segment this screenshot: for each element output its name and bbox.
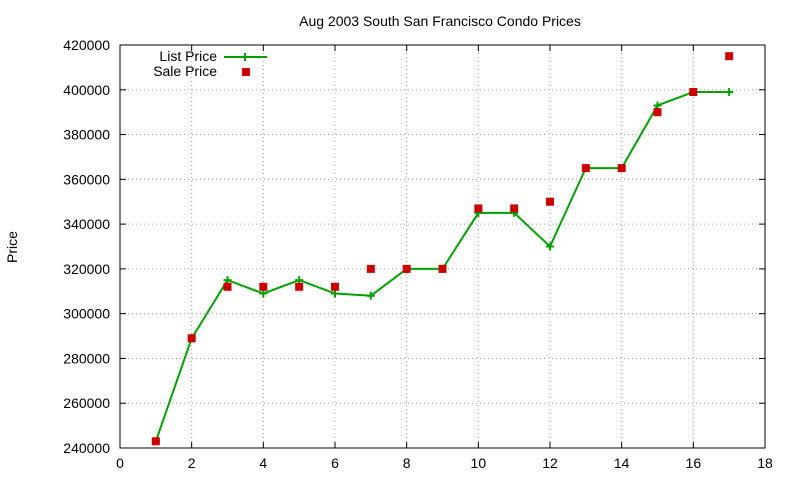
sale-price-point	[546, 197, 554, 206]
sale-price-point	[331, 282, 339, 291]
x-tick-label: 8	[403, 455, 411, 471]
y-tick-label: 260000	[63, 395, 110, 411]
sale-price-point	[617, 164, 626, 173]
y-tick-label: 320000	[63, 261, 110, 277]
sale-price-point	[151, 437, 160, 446]
x-tick-label: 0	[116, 455, 124, 471]
plot-frame	[119, 44, 766, 449]
list-price-point	[223, 276, 232, 285]
legend-marker-list-price	[241, 53, 249, 61]
chart-title: Aug 2003 South San Francisco Condo Price…	[299, 13, 581, 29]
list-price-point	[546, 242, 554, 251]
sale-price-point	[581, 164, 590, 173]
y-tick-label: 340000	[63, 216, 110, 232]
sale-price-point	[223, 282, 232, 291]
y-tick-label: 280000	[63, 350, 110, 366]
x-tick-label: 10	[471, 455, 487, 471]
sale-price-point	[510, 204, 519, 213]
y-tick-label: 400000	[63, 82, 110, 98]
series-layer	[151, 52, 734, 446]
y-tick-label: 420000	[63, 37, 110, 53]
sale-price-point	[653, 108, 662, 117]
y-tick-label: 240000	[63, 440, 110, 456]
x-tick-label: 16	[686, 455, 702, 471]
list-price-point	[295, 276, 304, 285]
list-price-point	[331, 289, 339, 298]
grid-lines	[120, 45, 765, 448]
y-tick-label: 300000	[63, 306, 110, 322]
list-price-point	[366, 291, 375, 300]
axis-ticks	[119, 44, 766, 449]
legend-label-sale-price: Sale Price	[153, 63, 217, 79]
list-price-point	[725, 88, 734, 97]
x-tick-label: 12	[542, 455, 558, 471]
y-tick-label: 360000	[63, 171, 110, 187]
sale-price-point	[295, 282, 304, 291]
sale-price-point	[438, 264, 447, 273]
legend-label-list-price: List Price	[159, 48, 217, 64]
legend-marker-sale-price	[242, 68, 250, 76]
list-price-point	[259, 289, 268, 298]
sale-price-point	[366, 264, 375, 273]
sale-price-point	[402, 264, 411, 273]
x-tick-label: 14	[614, 455, 630, 471]
x-tick-labels: 0 2 4 6 8 10 12 14 16 18	[116, 455, 773, 471]
sale-price-point	[474, 204, 483, 213]
y-tick-labels: 240000 260000 280000 300000 320000 340000 3600…	[63, 37, 110, 456]
x-tick-label: 2	[188, 455, 196, 471]
sale-price-point	[187, 334, 196, 343]
sale-price-point	[259, 282, 268, 291]
y-tick-label: 380000	[63, 127, 110, 143]
x-tick-label: 4	[259, 455, 267, 471]
x-tick-label: 18	[757, 455, 773, 471]
sale-price-point	[725, 52, 734, 61]
list-price-point	[653, 101, 662, 110]
sale-price-point	[689, 88, 698, 97]
legend: List Price Sale Price	[153, 48, 267, 79]
y-axis-label: Price	[4, 231, 20, 263]
x-tick-label: 6	[331, 455, 339, 471]
